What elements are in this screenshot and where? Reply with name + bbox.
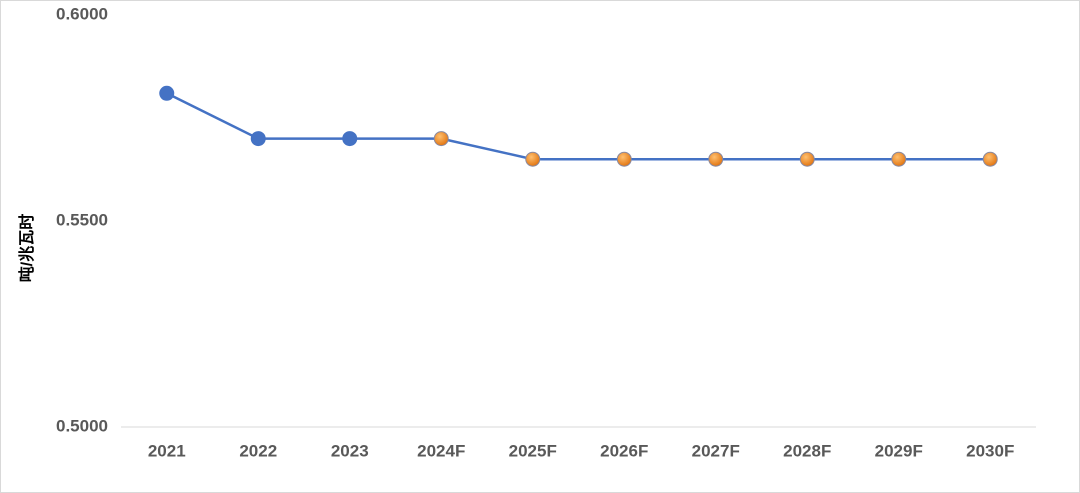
marker: [525, 151, 541, 167]
x-tick-label: 2021: [148, 441, 186, 460]
marker: [342, 131, 358, 147]
y-axis-label: 吨/兆瓦时: [17, 214, 36, 282]
y-tick-label: 0.5000: [56, 416, 108, 435]
marker: [250, 131, 266, 147]
line: [166, 92, 991, 161]
marker: [616, 151, 632, 167]
marker: [799, 151, 815, 167]
x-tick-label: 2028F: [783, 441, 831, 460]
x-tick-label: 2030F: [966, 441, 1014, 460]
marker: [433, 131, 449, 147]
x-tick-label: 2029F: [875, 441, 923, 460]
marker: [159, 85, 175, 101]
marker: [891, 151, 907, 167]
x-tick-label: 2023: [331, 441, 369, 460]
y-tick-label: 0.6000: [56, 4, 108, 23]
x-tick-label: 2022: [239, 441, 277, 460]
x-tick-label: 2025F: [509, 441, 557, 460]
marker: [982, 151, 998, 167]
y-tick-label: 0.5500: [56, 210, 108, 229]
x-tick-label: 2026F: [600, 441, 648, 460]
x-tick-label: 2024F: [417, 441, 465, 460]
marker: [708, 151, 724, 167]
x-tick-label: 2027F: [692, 441, 740, 460]
